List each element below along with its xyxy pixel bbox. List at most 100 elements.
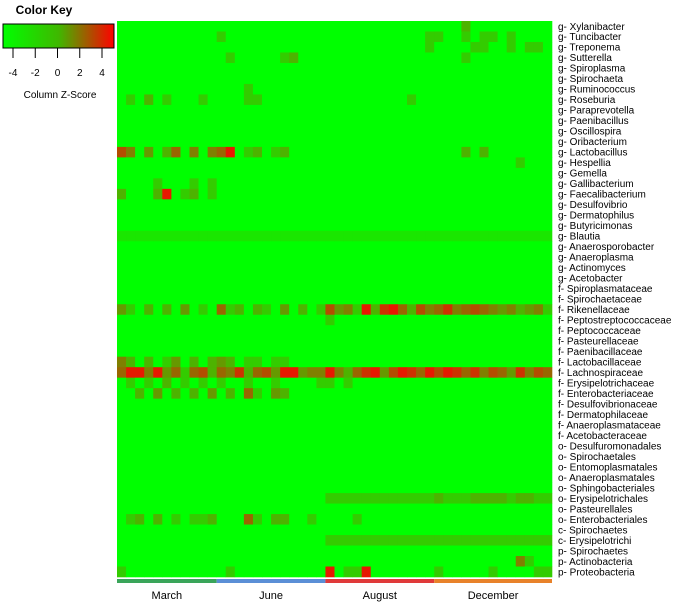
color-key: Color Key -4 -2 0 2 4 Column Z-Score [2, 3, 115, 101]
heatmap-cell [307, 52, 317, 64]
heatmap-cell [135, 220, 145, 232]
heatmap-cell [533, 524, 544, 536]
heatmap-cell [533, 398, 544, 410]
heatmap-cell [334, 503, 344, 515]
heatmap-cell [216, 262, 227, 274]
heatmap-cell [425, 461, 435, 473]
heatmap-cell [515, 430, 526, 441]
heatmap-cell [488, 125, 498, 137]
heatmap-cell [325, 262, 335, 274]
heatmap-cell [243, 325, 254, 337]
heatmap-cell [461, 241, 471, 253]
heatmap-cell [397, 178, 408, 190]
heatmap-cell [225, 503, 236, 515]
heatmap-cell [216, 167, 227, 179]
heatmap-cell [207, 188, 217, 200]
heatmap-cell [162, 472, 172, 483]
heatmap-cell [171, 293, 181, 305]
heatmap-cell [479, 83, 489, 95]
heatmap-cell [280, 115, 290, 127]
heatmap-cell [533, 304, 544, 316]
heatmap-cell [488, 472, 498, 483]
heatmap-cell [298, 41, 308, 53]
heatmap-cell [488, 188, 498, 200]
heatmap-cell [271, 325, 281, 337]
heatmap-cell [488, 461, 498, 473]
heatmap-cell [425, 52, 435, 64]
heatmap-cell [180, 566, 190, 578]
heatmap-cell [117, 335, 127, 347]
heatmap-cell [506, 482, 517, 494]
heatmap-cell [252, 272, 263, 284]
heatmap-cell [144, 419, 154, 431]
heatmap-cell [189, 262, 199, 274]
heatmap-cell [352, 31, 362, 43]
heatmap-cell [252, 524, 263, 536]
heatmap-cell [207, 31, 217, 43]
heatmap-cell [379, 451, 390, 462]
heatmap-cell [135, 199, 145, 211]
heatmap-cell [470, 136, 480, 148]
heatmap-cell [271, 293, 281, 305]
heatmap-cell [189, 188, 199, 200]
heatmap-cell [479, 377, 489, 389]
heatmap-cell [135, 388, 145, 399]
heatmap-cell [352, 524, 362, 536]
heatmap-cell [407, 545, 417, 557]
heatmap-cell [434, 335, 444, 347]
heatmap-cell [488, 482, 498, 494]
heatmap-cell [470, 83, 480, 95]
heatmap-cell [497, 514, 507, 525]
heatmap-cell [343, 472, 353, 483]
heatmap-cell [289, 377, 299, 389]
heatmap-cell [497, 346, 507, 357]
heatmap-cell [470, 52, 480, 64]
heatmap-cell [180, 83, 190, 95]
heatmap-cell [379, 115, 390, 127]
heatmap-cell [153, 335, 163, 347]
heatmap-cell [388, 430, 399, 441]
heatmap-cell [216, 62, 227, 74]
heatmap-cell [162, 21, 172, 32]
heatmap-cell [397, 419, 408, 431]
heatmap-cell [434, 262, 444, 274]
heatmap-cell [262, 178, 272, 190]
heatmap-cell [443, 524, 453, 536]
heatmap-cell [461, 377, 471, 389]
heatmap-cell [198, 230, 208, 242]
heatmap-cell [488, 325, 498, 337]
heatmap-cell [271, 566, 281, 578]
heatmap-cell [352, 73, 362, 85]
heatmap-cell [280, 409, 290, 420]
heatmap-cell [416, 52, 426, 64]
heatmap-cell [361, 482, 372, 494]
heatmap-cell [243, 314, 254, 326]
heatmap-cell [298, 325, 308, 337]
heatmap-cell [171, 251, 181, 263]
heatmap-cell [252, 178, 263, 190]
heatmap-cell [271, 199, 281, 211]
heatmap-cell [443, 409, 453, 420]
row-label: f- Acetobacteraceae [558, 431, 647, 442]
heatmap-cell [180, 167, 190, 179]
heatmap-cell [407, 146, 417, 158]
heatmap-cell [153, 461, 163, 473]
heatmap-cell [234, 21, 245, 32]
heatmap-cell [180, 62, 190, 74]
heatmap-cell [252, 430, 263, 441]
heatmap-cell [171, 493, 181, 504]
heatmap-cell [379, 335, 390, 347]
heatmap-cell [370, 83, 381, 95]
heatmap-cell [488, 566, 498, 578]
heatmap-cell [298, 514, 308, 525]
heatmap-cell [397, 220, 408, 232]
heatmap-cell [207, 545, 217, 557]
heatmap-cell [470, 503, 480, 515]
heatmap-cell [189, 409, 199, 420]
row-label: f- Peptococcaceae [558, 326, 641, 337]
heatmap-cell [443, 430, 453, 441]
heatmap-cell [144, 346, 154, 357]
heatmap-cell [470, 188, 480, 200]
heatmap-cell [307, 388, 317, 399]
heatmap-cell [307, 440, 317, 452]
